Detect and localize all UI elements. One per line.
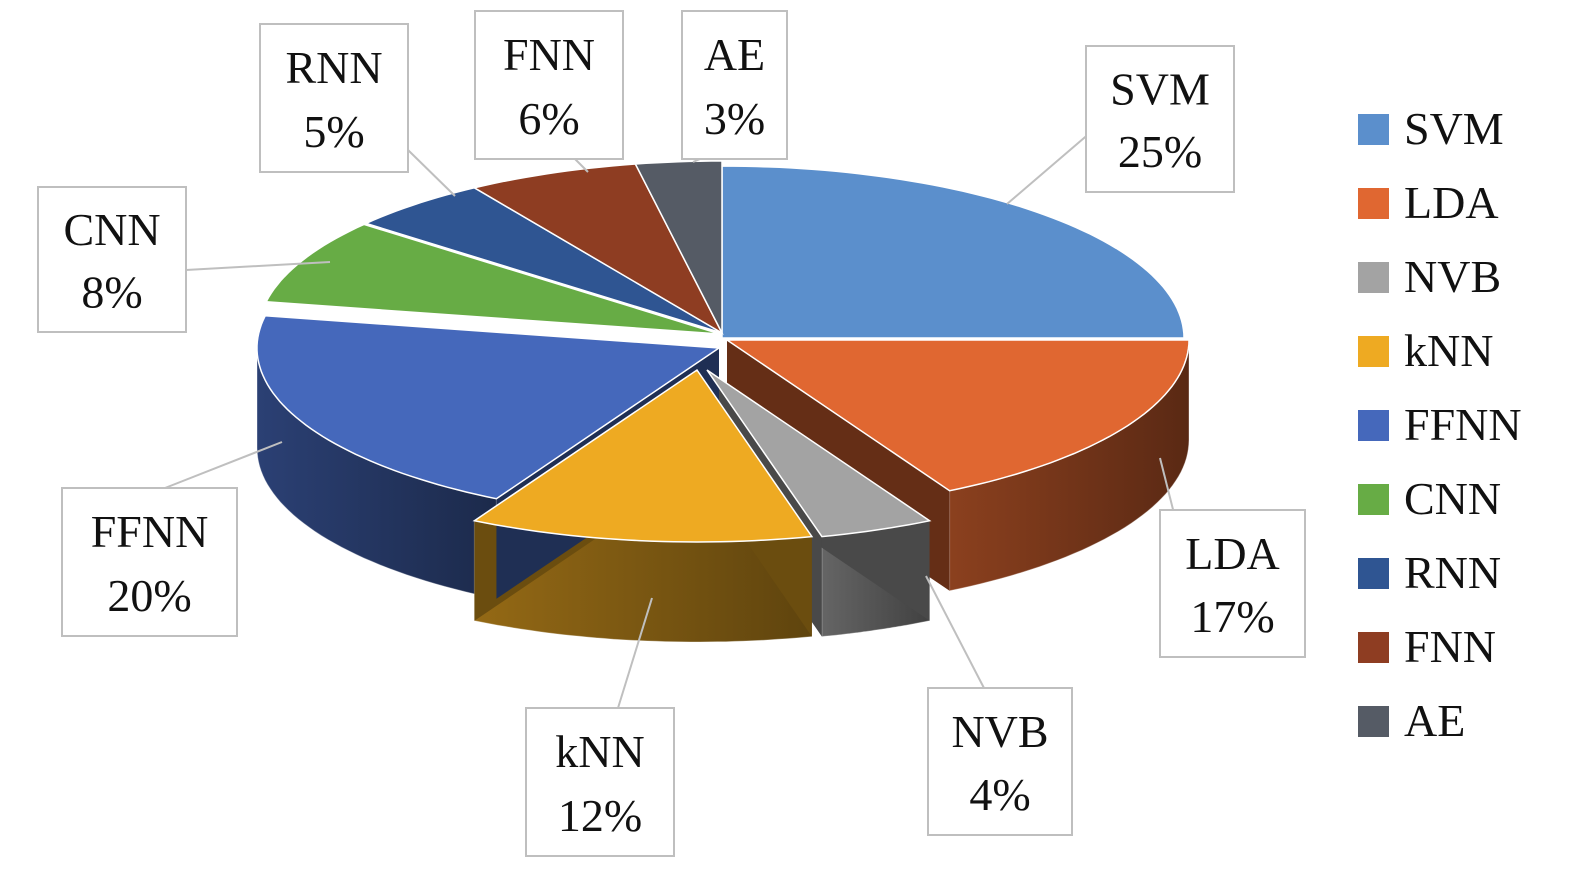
- legend-swatch: [1358, 188, 1389, 219]
- data-label-value: 3%: [704, 93, 765, 144]
- legend-label: FNN: [1404, 621, 1496, 672]
- data-label-value: 20%: [107, 570, 191, 621]
- legend-swatch: [1358, 336, 1389, 367]
- leader-line-rnn: [407, 149, 456, 197]
- leader-line-ffnn: [164, 441, 283, 489]
- data-label-value: 12%: [558, 790, 642, 841]
- pie-slice-fnn: [472, 163, 724, 335]
- legend-item-fnn: FNN: [1358, 621, 1496, 672]
- data-label-svm: SVM 25%: [1085, 45, 1235, 193]
- data-label-ae: AE 3%: [681, 10, 788, 160]
- legend-item-knn: kNN: [1358, 325, 1493, 376]
- pie-slice-ae: [634, 160, 723, 334]
- data-label-value: 17%: [1190, 591, 1274, 642]
- legend-swatch: [1358, 114, 1389, 145]
- pie-slice-knn: [472, 368, 814, 543]
- data-label-name: kNN: [555, 726, 644, 777]
- legend-swatch: [1358, 262, 1389, 293]
- leader-line-cnn: [185, 261, 331, 271]
- data-label-knn: kNN 12%: [525, 707, 675, 857]
- pie-top-layer: [256, 160, 1190, 543]
- data-label-name: AE: [704, 29, 765, 80]
- pie-slice-svm: [721, 165, 1185, 339]
- legend-item-rnn: RNN: [1358, 547, 1501, 598]
- leader-line-knn: [617, 597, 653, 709]
- legend-item-ffnn: FFNN: [1358, 399, 1522, 450]
- legend-label: CNN: [1404, 473, 1501, 524]
- pie-slice-rnn: [363, 187, 723, 334]
- leader-line-fnn: [574, 158, 589, 173]
- legend-label: SVM: [1404, 103, 1504, 154]
- legend-swatch: [1358, 706, 1389, 737]
- callout-layer: SVM 25% LDA 17% NVB 4% kNN 12% FFNN 20% CNN 8% RNN 5%…: [37, 10, 1306, 857]
- pie-slice-ffnn: [256, 315, 722, 500]
- data-label-name: RNN: [285, 42, 382, 93]
- data-label-name: FFNN: [91, 506, 209, 557]
- leader-line-layer: [164, 119, 1183, 709]
- data-label-value: 25%: [1118, 126, 1202, 177]
- legend-label: FFNN: [1404, 399, 1522, 450]
- legend-label: AE: [1404, 695, 1465, 746]
- legend-item-nvb: NVB: [1358, 251, 1501, 302]
- data-label-lda: LDA 17%: [1159, 509, 1306, 658]
- data-label-name: NVB: [951, 706, 1048, 757]
- data-label-name: CNN: [63, 204, 160, 255]
- data-label-rnn: RNN 5%: [259, 23, 409, 173]
- legend-swatch: [1358, 632, 1389, 663]
- legend-label: LDA: [1404, 177, 1499, 228]
- data-label-name: SVM: [1110, 63, 1210, 114]
- pie-slice-cnn: [264, 223, 721, 335]
- legend-swatch: [1358, 410, 1389, 441]
- legend-item-lda: LDA: [1358, 177, 1499, 228]
- legend-swatch: [1358, 558, 1389, 589]
- legend-item-ae: AE: [1358, 695, 1465, 746]
- data-label-value: 5%: [303, 106, 364, 157]
- data-label-name: FNN: [503, 29, 595, 80]
- legend-label: NVB: [1404, 251, 1501, 302]
- data-label-name: LDA: [1185, 528, 1280, 579]
- data-label-nvb: NVB 4%: [927, 687, 1073, 836]
- data-label-cnn: CNN 8%: [37, 186, 187, 333]
- legend-label: RNN: [1404, 547, 1501, 598]
- legend: SVM LDA NVB kNN FFNN CNN RNN FNN AE: [1358, 103, 1522, 746]
- data-label-fnn: FNN 6%: [474, 10, 624, 160]
- legend-swatch: [1358, 484, 1389, 515]
- data-label-value: 6%: [518, 93, 579, 144]
- data-label-value: 4%: [969, 769, 1030, 820]
- legend-item-svm: SVM: [1358, 103, 1504, 154]
- data-label-ffnn: FFNN 20%: [61, 487, 238, 637]
- pie-slice-nvb: [706, 369, 932, 538]
- legend-item-cnn: CNN: [1358, 473, 1501, 524]
- data-label-value: 8%: [81, 266, 142, 317]
- legend-label: kNN: [1404, 325, 1493, 376]
- pie-slice-lda: [724, 339, 1190, 492]
- leader-line-nvb: [925, 575, 986, 691]
